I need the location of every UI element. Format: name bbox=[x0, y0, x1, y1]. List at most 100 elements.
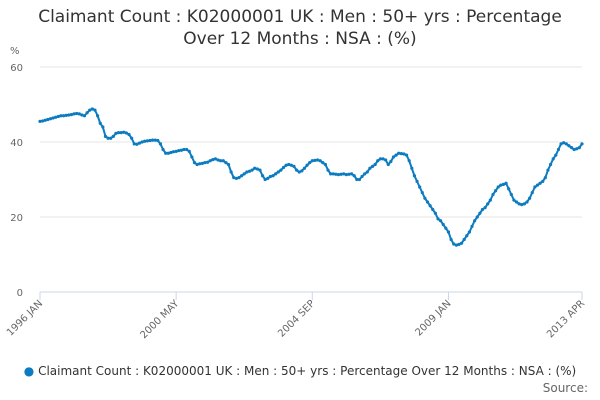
point bbox=[51, 116, 55, 120]
point bbox=[425, 200, 430, 204]
point bbox=[493, 189, 498, 193]
point bbox=[580, 142, 584, 146]
point bbox=[300, 169, 304, 173]
point bbox=[381, 157, 385, 161]
point bbox=[433, 211, 437, 215]
point bbox=[166, 151, 170, 155]
point bbox=[48, 117, 53, 121]
point bbox=[428, 204, 432, 208]
point bbox=[143, 139, 147, 143]
point bbox=[284, 163, 288, 167]
point bbox=[124, 131, 129, 135]
point bbox=[538, 181, 542, 185]
point bbox=[541, 179, 545, 183]
point bbox=[517, 202, 521, 206]
point bbox=[525, 200, 529, 204]
point bbox=[221, 159, 225, 163]
point bbox=[109, 136, 113, 140]
point bbox=[470, 224, 474, 228]
chart-title: Claimant Count : K02000001 UK : Men : 50… bbox=[38, 7, 562, 49]
x-tick-label: 2013 APR bbox=[545, 298, 587, 340]
y-tick-label: 20 bbox=[10, 213, 23, 224]
point bbox=[439, 219, 443, 223]
point bbox=[211, 158, 215, 162]
point bbox=[528, 196, 532, 200]
point bbox=[452, 242, 456, 246]
point bbox=[564, 142, 568, 146]
point bbox=[85, 111, 89, 115]
point bbox=[344, 173, 348, 177]
point bbox=[436, 217, 440, 221]
point bbox=[363, 172, 367, 176]
point bbox=[399, 152, 403, 156]
point bbox=[475, 215, 479, 219]
point bbox=[237, 176, 241, 180]
point bbox=[276, 170, 280, 174]
point bbox=[462, 237, 466, 242]
point bbox=[88, 108, 92, 112]
point bbox=[483, 206, 487, 210]
point bbox=[229, 170, 233, 174]
point bbox=[242, 172, 246, 176]
point bbox=[137, 141, 142, 145]
point bbox=[501, 182, 506, 186]
point bbox=[185, 147, 189, 152]
point bbox=[279, 168, 283, 172]
point bbox=[514, 200, 519, 204]
point bbox=[420, 191, 424, 195]
point bbox=[551, 157, 555, 161]
point bbox=[77, 112, 81, 116]
point bbox=[444, 226, 448, 230]
point bbox=[294, 168, 299, 172]
point bbox=[106, 136, 110, 140]
point bbox=[431, 207, 435, 212]
point bbox=[67, 113, 71, 117]
point bbox=[533, 185, 537, 189]
point bbox=[263, 177, 267, 182]
point bbox=[116, 131, 121, 135]
point bbox=[572, 147, 576, 152]
point bbox=[156, 138, 160, 143]
point bbox=[504, 181, 508, 185]
point bbox=[289, 163, 293, 167]
point bbox=[546, 168, 550, 172]
point bbox=[145, 139, 149, 143]
point bbox=[61, 114, 66, 118]
point bbox=[72, 112, 76, 116]
point bbox=[69, 113, 74, 117]
point bbox=[386, 162, 390, 167]
point bbox=[103, 134, 108, 138]
point bbox=[274, 172, 278, 176]
point bbox=[331, 172, 335, 176]
point bbox=[305, 163, 309, 167]
point bbox=[205, 160, 210, 164]
point bbox=[349, 172, 354, 176]
point bbox=[370, 164, 375, 168]
source: Source: bbox=[542, 381, 588, 395]
x-tick-label: 2000 MAY bbox=[139, 298, 182, 341]
point bbox=[240, 174, 244, 178]
point bbox=[562, 141, 566, 145]
point bbox=[407, 159, 411, 163]
point bbox=[415, 179, 419, 183]
point bbox=[297, 170, 301, 174]
point bbox=[80, 113, 84, 117]
point bbox=[336, 173, 341, 177]
point bbox=[318, 159, 322, 163]
point bbox=[512, 198, 516, 202]
point bbox=[486, 202, 490, 206]
point bbox=[179, 148, 183, 152]
point bbox=[478, 211, 482, 215]
point bbox=[467, 230, 472, 234]
point bbox=[219, 159, 223, 163]
point bbox=[46, 117, 50, 122]
point bbox=[96, 114, 100, 118]
point bbox=[208, 159, 212, 163]
x-tick-label: 2004 SEP bbox=[276, 298, 317, 339]
point bbox=[98, 121, 102, 125]
point bbox=[355, 177, 359, 182]
point bbox=[465, 234, 469, 238]
point bbox=[315, 158, 320, 162]
x-tick-label: 1996 JAN bbox=[5, 298, 45, 338]
point bbox=[535, 183, 540, 187]
